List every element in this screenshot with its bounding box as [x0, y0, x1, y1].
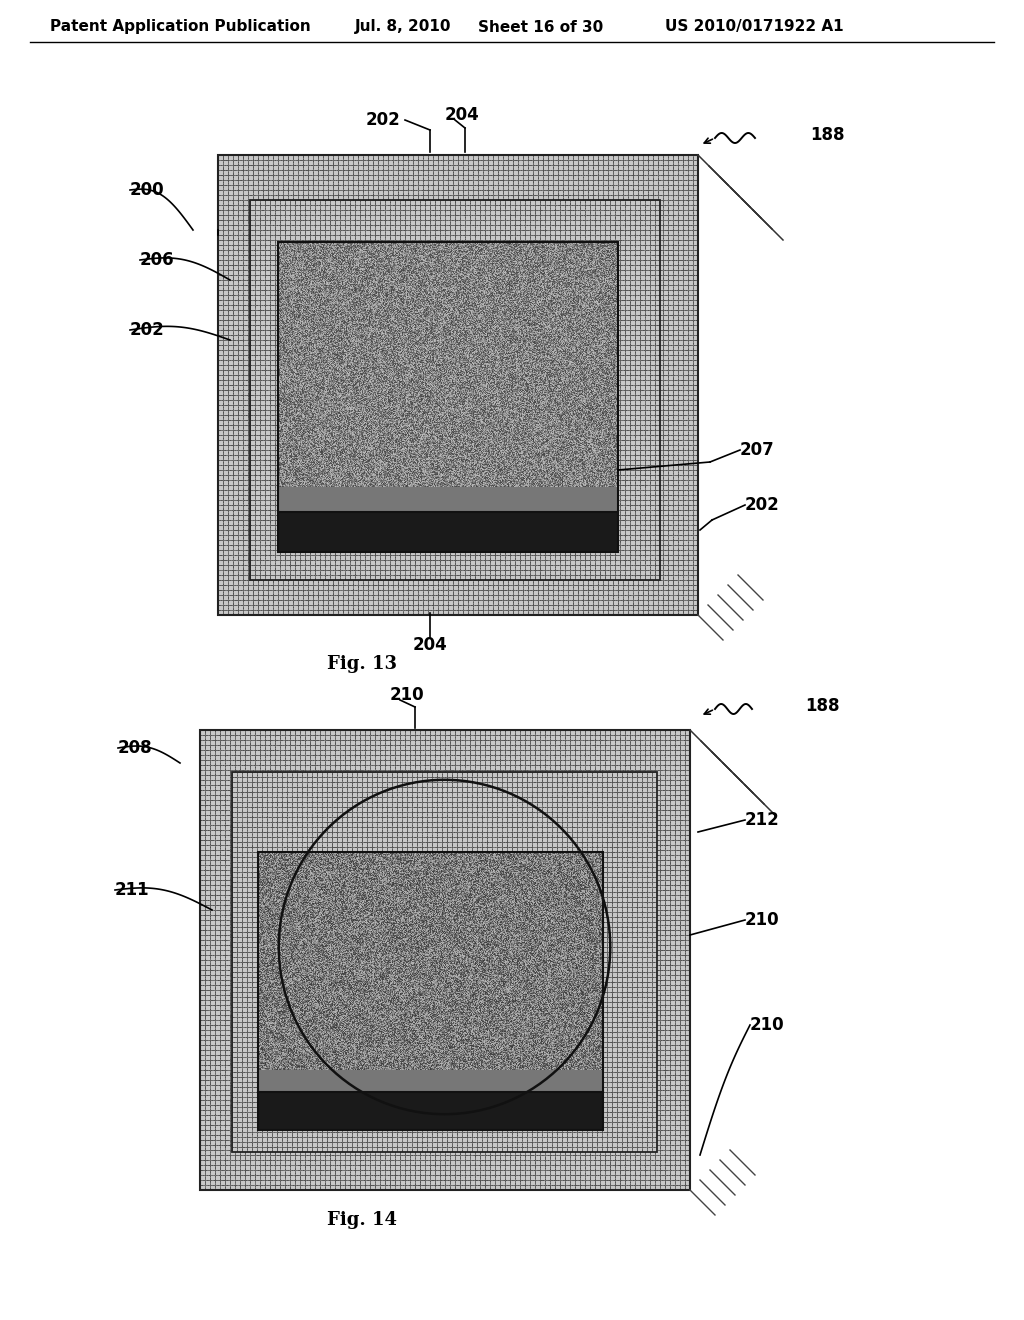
Text: Fig. 13: Fig. 13 — [327, 655, 397, 673]
Text: 188: 188 — [805, 697, 840, 715]
Bar — [250, 201, 660, 579]
Text: Jul. 8, 2010: Jul. 8, 2010 — [355, 20, 452, 34]
Bar — [218, 154, 698, 615]
Text: 204: 204 — [445, 106, 480, 124]
Bar — [232, 772, 657, 1152]
Text: 200: 200 — [130, 181, 165, 199]
Bar — [278, 512, 618, 552]
Text: 206: 206 — [140, 251, 175, 269]
Bar — [200, 730, 690, 1191]
Text: Patent Application Publication: Patent Application Publication — [50, 20, 310, 34]
Bar — [258, 851, 603, 1130]
Bar — [278, 242, 618, 552]
Text: 208: 208 — [118, 739, 153, 756]
Bar — [278, 487, 618, 512]
Text: 212: 212 — [745, 810, 779, 829]
Text: 210: 210 — [390, 686, 425, 704]
Text: Sheet 16 of 30: Sheet 16 of 30 — [478, 20, 603, 34]
Text: Fig. 14: Fig. 14 — [327, 1210, 397, 1229]
Text: 202: 202 — [366, 111, 400, 129]
Text: US 2010/0171922 A1: US 2010/0171922 A1 — [665, 20, 844, 34]
Text: 188: 188 — [810, 125, 845, 144]
Text: 211: 211 — [115, 880, 150, 899]
Text: 210: 210 — [745, 911, 779, 929]
Bar — [258, 1092, 603, 1130]
Text: 210: 210 — [750, 1016, 784, 1034]
Text: 202: 202 — [130, 321, 165, 339]
Text: 202: 202 — [745, 496, 779, 513]
Bar — [258, 1071, 603, 1092]
Text: 207: 207 — [740, 441, 775, 459]
Text: 204: 204 — [413, 636, 447, 653]
